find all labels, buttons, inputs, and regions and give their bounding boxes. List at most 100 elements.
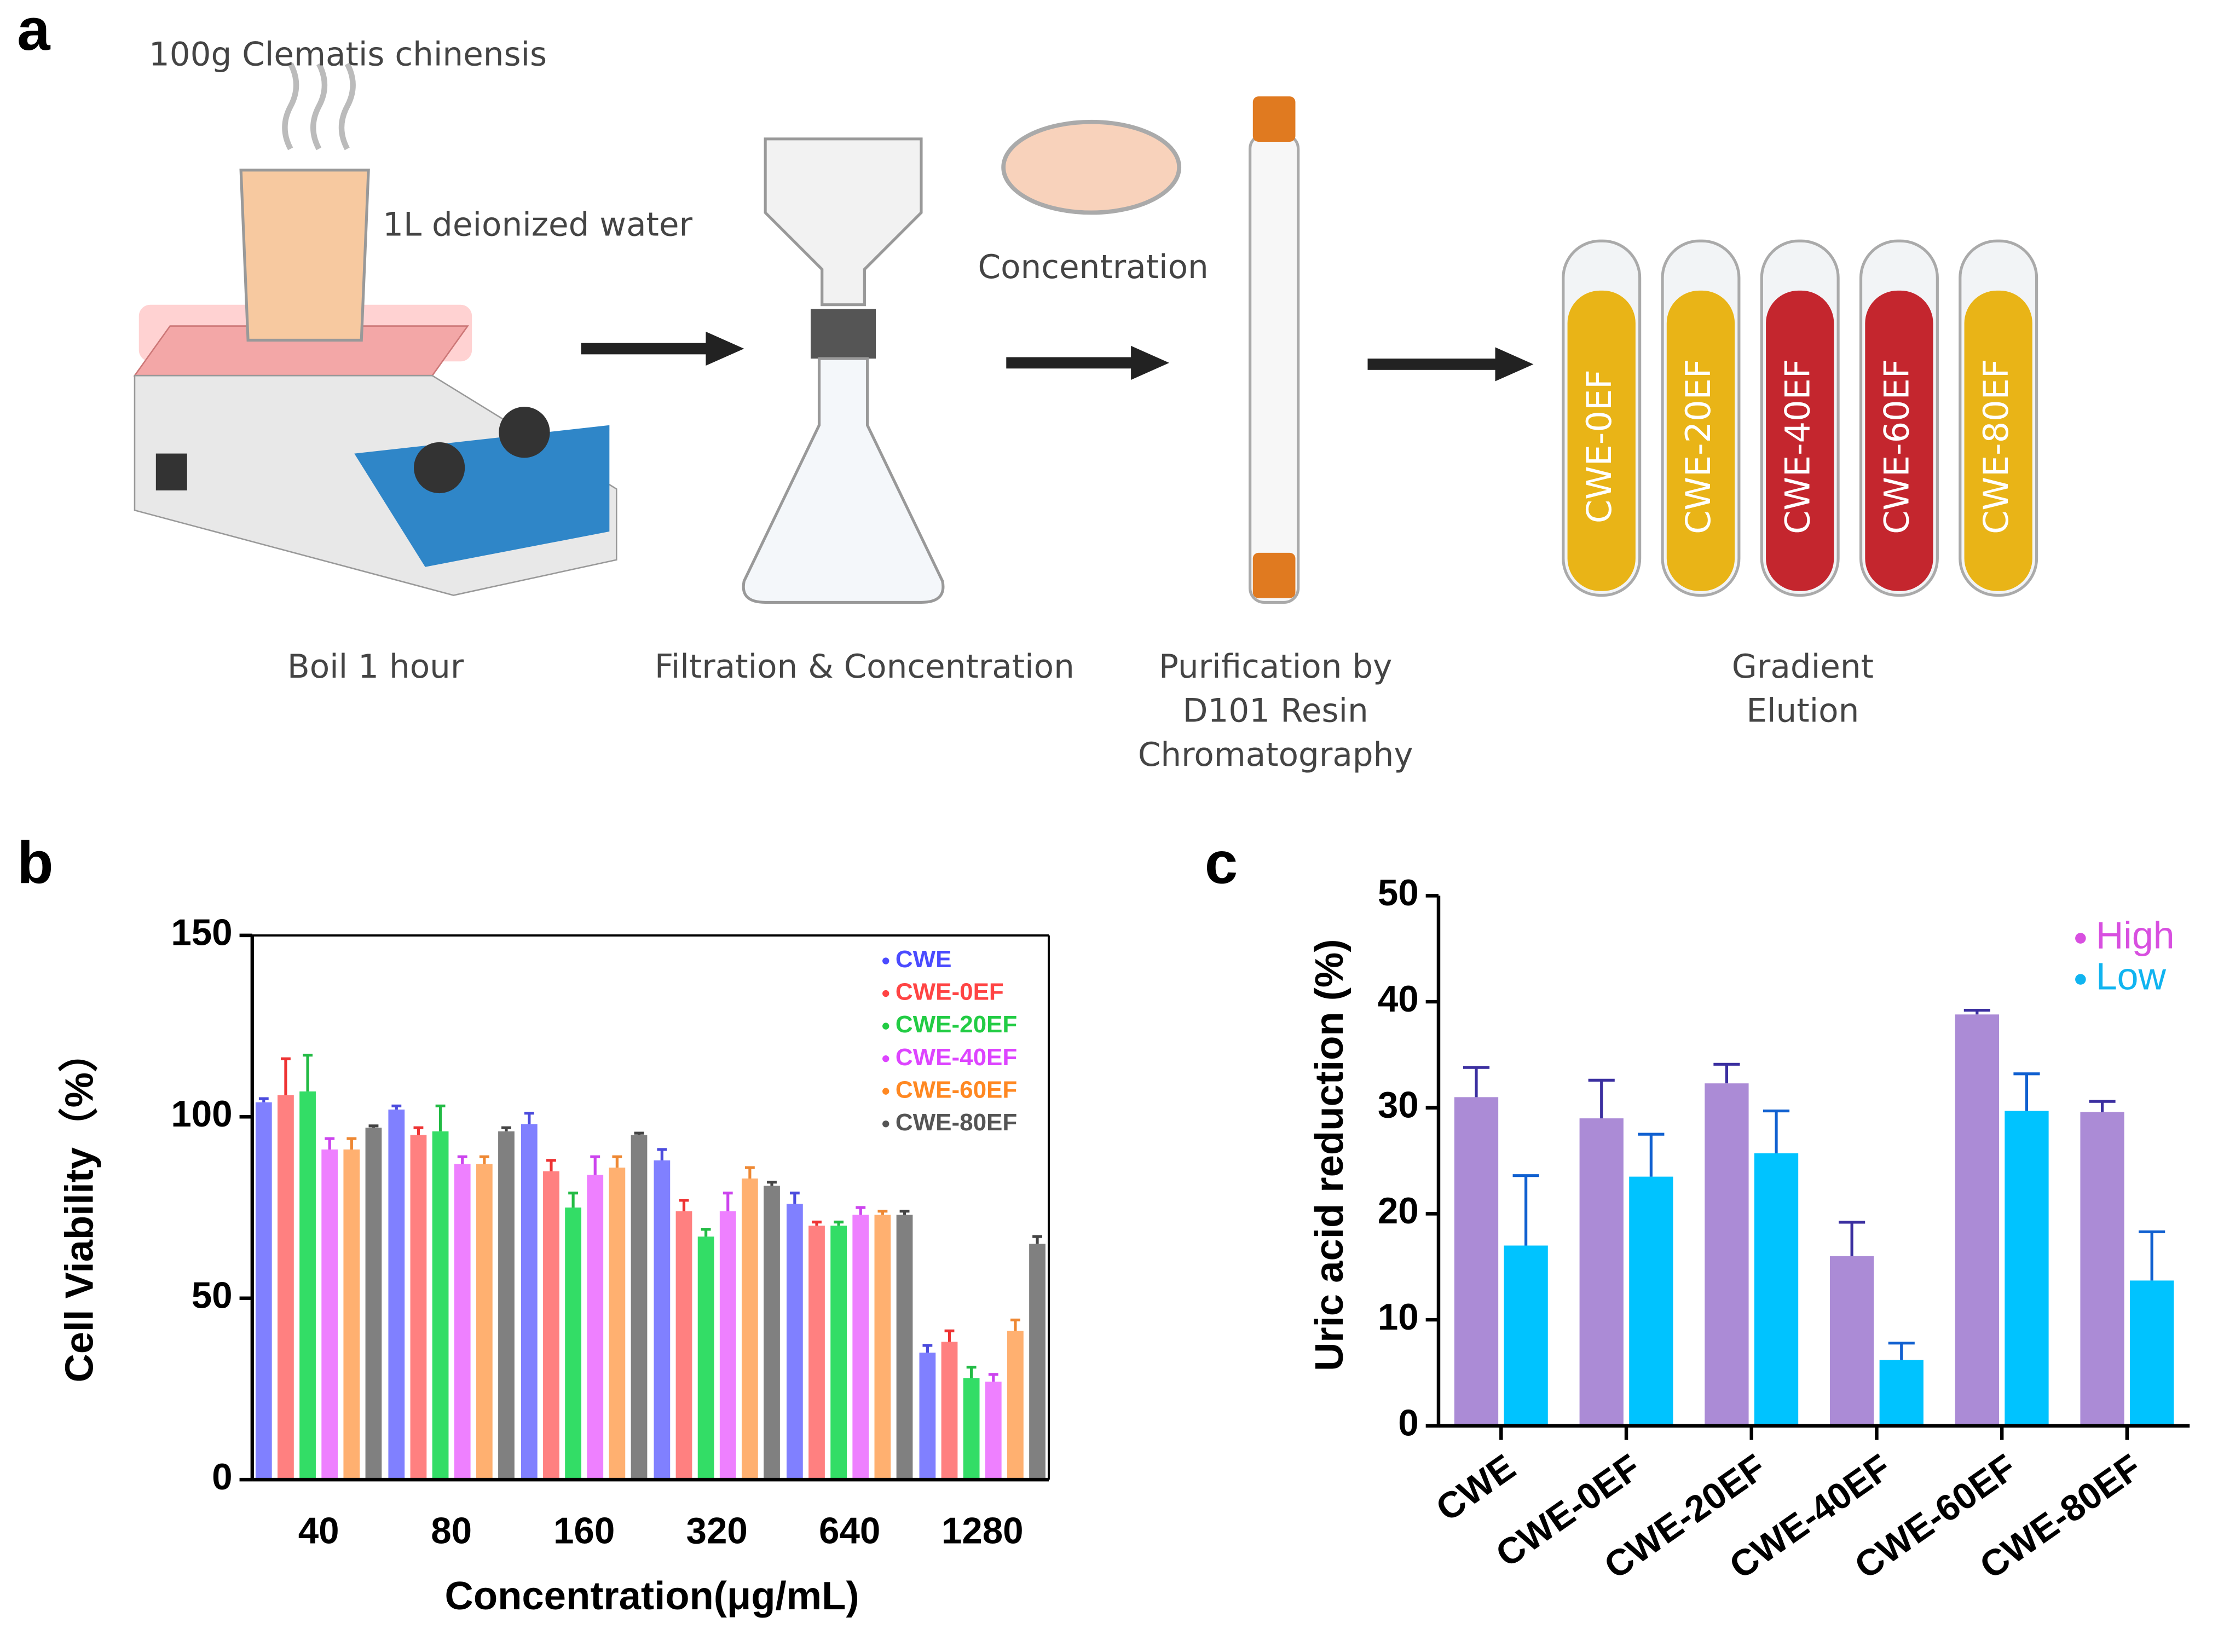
x-tick-label: 640	[819, 1510, 880, 1551]
x-tick-label: CWE	[1429, 1447, 1523, 1529]
knob	[414, 442, 465, 494]
bar	[1629, 1176, 1673, 1426]
bar	[697, 1237, 714, 1480]
error-bar	[1839, 1221, 1865, 1256]
panel-label: c	[1205, 830, 1238, 896]
bar	[741, 1178, 758, 1480]
bar	[278, 1095, 294, 1480]
tube-label: CWE-60EF	[1877, 359, 1917, 534]
error-bar	[413, 1126, 424, 1135]
legend-label: Low	[2096, 955, 2167, 998]
y-tick-label: 50	[192, 1275, 233, 1316]
y-tick-label: 0	[212, 1457, 232, 1498]
error-bar	[767, 1181, 777, 1186]
tube-liquid	[1666, 290, 1735, 591]
switch	[155, 453, 187, 490]
bar	[1879, 1360, 1924, 1426]
bar	[896, 1215, 913, 1480]
error-bar	[789, 1191, 800, 1204]
x-tick-label: 320	[686, 1510, 748, 1551]
y-tick-label: 20	[1378, 1191, 1419, 1232]
x-tick-label: 160	[553, 1510, 615, 1551]
error-bar	[966, 1366, 977, 1378]
bar	[1955, 1014, 1999, 1426]
error-bar	[834, 1220, 844, 1226]
bar	[1579, 1118, 1624, 1426]
diagram: 100g Clematis chinensis 1L deionized wat…	[133, 36, 2038, 774]
y-tick-label: 50	[1378, 873, 1419, 914]
error-bar	[479, 1155, 489, 1164]
stopper	[810, 309, 876, 359]
legend-marker	[882, 957, 889, 964]
bar	[410, 1135, 427, 1480]
error-bar	[1638, 1133, 1665, 1177]
knob	[499, 407, 550, 458]
bar	[543, 1171, 559, 1480]
steam	[282, 62, 356, 151]
petri-dish	[1001, 119, 1182, 215]
step-label: Boil 1 hour	[287, 648, 464, 686]
error-bar	[612, 1155, 622, 1168]
error-bar	[1888, 1342, 1915, 1360]
funnel	[764, 137, 923, 307]
y-tick-label: 0	[1398, 1403, 1418, 1444]
error-bar	[590, 1155, 600, 1175]
bar	[764, 1186, 780, 1480]
legend-label: CWE-40EF	[896, 1044, 1017, 1071]
bar	[985, 1382, 1002, 1480]
bar	[919, 1353, 936, 1480]
legend-marker	[882, 1055, 889, 1062]
y-tick-label: 100	[171, 1094, 232, 1135]
step-label: D101 Resin	[1183, 692, 1368, 730]
error-bar	[988, 1373, 998, 1382]
bar	[941, 1342, 958, 1480]
error-bar	[546, 1159, 556, 1171]
step-label: Gradient	[1732, 648, 1874, 686]
step-label: Purification by	[1159, 648, 1392, 686]
bar	[1007, 1331, 1024, 1480]
bar	[587, 1175, 604, 1480]
bar	[1830, 1256, 1874, 1426]
legend-label: CWE-80EF	[896, 1109, 1017, 1136]
legend-label: CWE-20EF	[896, 1011, 1017, 1038]
error-bar	[634, 1131, 644, 1135]
tube-liquid	[1766, 290, 1834, 591]
x-tick-label: 1280	[942, 1510, 1024, 1551]
y-tick-label: 40	[1378, 979, 1419, 1020]
arrows	[581, 331, 1534, 382]
legend-marker	[882, 1088, 889, 1095]
bar	[2130, 1280, 2174, 1426]
tube-label: CWE-80EF	[1976, 359, 2016, 534]
tube-label: CWE-20EF	[1678, 359, 1718, 534]
bar	[808, 1226, 825, 1480]
column	[1249, 133, 1300, 604]
tube-liquid	[1567, 290, 1636, 591]
bar	[1504, 1245, 1548, 1426]
error-bar	[2013, 1072, 2040, 1111]
error-bar	[1588, 1078, 1615, 1119]
bar	[432, 1131, 449, 1480]
error-bar	[524, 1112, 534, 1124]
bar	[786, 1204, 803, 1480]
legend-label: CWE	[896, 946, 952, 973]
tube-liquid	[1865, 290, 1933, 591]
bar	[719, 1211, 736, 1480]
concentration-label: Concentration	[978, 249, 1209, 286]
error-bar	[1713, 1062, 1740, 1084]
error-bar	[944, 1329, 955, 1342]
error-bar	[899, 1210, 910, 1215]
error-bar	[325, 1137, 335, 1150]
error-bar	[568, 1191, 579, 1208]
column-cap	[1252, 552, 1296, 598]
bar	[476, 1164, 493, 1480]
legend-marker	[2075, 933, 2086, 944]
error-bar	[657, 1148, 667, 1160]
bar	[874, 1215, 891, 1480]
bar	[299, 1091, 316, 1480]
bar	[321, 1149, 338, 1480]
bar	[565, 1207, 581, 1480]
error-bar	[723, 1191, 733, 1211]
error-bar	[1512, 1174, 1539, 1246]
